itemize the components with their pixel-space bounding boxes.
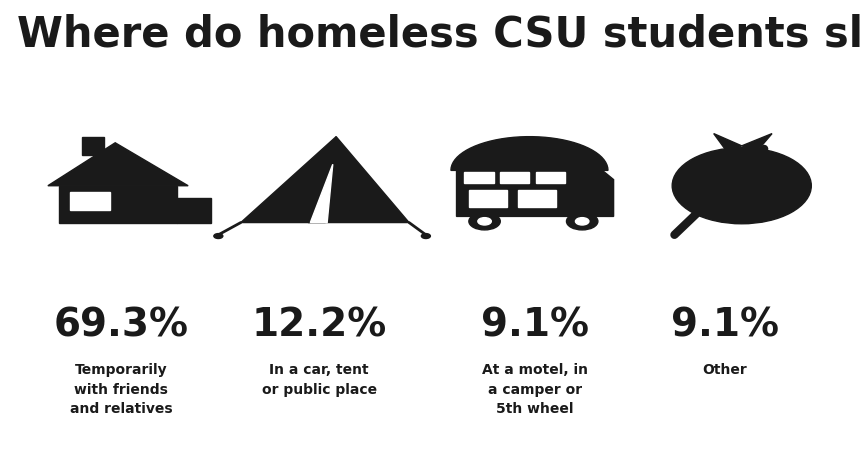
Polygon shape: [457, 170, 614, 216]
Polygon shape: [518, 190, 557, 207]
Polygon shape: [82, 137, 104, 155]
Circle shape: [421, 234, 431, 238]
Polygon shape: [48, 143, 188, 186]
Polygon shape: [536, 172, 565, 183]
Polygon shape: [241, 137, 337, 223]
Polygon shape: [71, 192, 110, 211]
Text: At a motel, in
a camper or
5th wheel: At a motel, in a camper or 5th wheel: [482, 363, 588, 416]
Polygon shape: [714, 134, 741, 152]
Polygon shape: [311, 164, 333, 223]
Circle shape: [576, 218, 589, 225]
Circle shape: [214, 234, 223, 238]
Text: 9.1%: 9.1%: [481, 307, 589, 345]
Circle shape: [672, 148, 811, 224]
Text: 12.2%: 12.2%: [252, 307, 387, 345]
Polygon shape: [177, 198, 211, 223]
Polygon shape: [464, 172, 494, 183]
Text: Where do homeless CSU students sleep?: Where do homeless CSU students sleep?: [17, 14, 863, 56]
Polygon shape: [469, 190, 507, 207]
Text: In a car, tent
or public place: In a car, tent or public place: [261, 363, 377, 397]
Circle shape: [566, 213, 598, 230]
Polygon shape: [451, 137, 608, 170]
Text: Temporarily
with friends
and relatives: Temporarily with friends and relatives: [70, 363, 172, 416]
Circle shape: [478, 218, 491, 225]
Circle shape: [469, 213, 501, 230]
Polygon shape: [308, 137, 409, 223]
Polygon shape: [59, 186, 177, 223]
Text: 69.3%: 69.3%: [54, 307, 188, 345]
Text: 9.1%: 9.1%: [671, 307, 779, 345]
Polygon shape: [501, 172, 530, 183]
Text: Other: Other: [702, 363, 747, 378]
Polygon shape: [741, 134, 772, 152]
